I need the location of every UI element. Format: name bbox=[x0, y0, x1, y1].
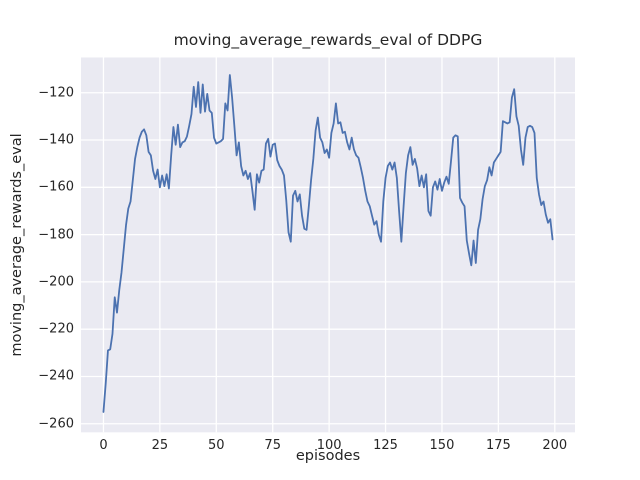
y-tick-label: −240 bbox=[38, 368, 74, 384]
reward-line bbox=[102, 74, 554, 413]
y-axis-label-text: moving_average_rewards_eval bbox=[9, 133, 25, 357]
x-tick-label: 25 bbox=[151, 438, 169, 454]
plot-background bbox=[81, 57, 575, 433]
x-tick-label: 150 bbox=[429, 438, 455, 454]
y-tick-label: −180 bbox=[38, 227, 74, 243]
y-tick-label: −260 bbox=[38, 416, 74, 432]
x-tick-label: 200 bbox=[542, 438, 568, 454]
x-tick-label: 50 bbox=[208, 438, 225, 454]
y-tick-label: −120 bbox=[38, 85, 74, 101]
x-tick-label: 100 bbox=[316, 438, 342, 454]
x-axis-label: episodes bbox=[295, 448, 361, 464]
x-tick-label: 175 bbox=[485, 438, 511, 454]
y-tick-label: −200 bbox=[38, 274, 74, 290]
x-tick-label: 75 bbox=[264, 438, 281, 454]
y-tick-label: −220 bbox=[38, 321, 74, 337]
chart-title: moving_average_rewards_eval of DDPG bbox=[173, 31, 483, 49]
y-tick-label: −160 bbox=[38, 179, 74, 195]
y-tick-label: −140 bbox=[38, 132, 74, 148]
x-tick-label: 125 bbox=[373, 438, 398, 454]
x-tick-label: 0 bbox=[99, 438, 108, 454]
